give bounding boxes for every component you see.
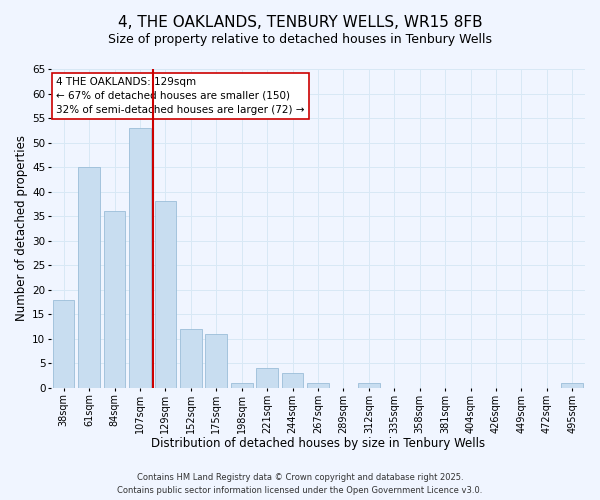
Text: 4 THE OAKLANDS: 129sqm
← 67% of detached houses are smaller (150)
32% of semi-de: 4 THE OAKLANDS: 129sqm ← 67% of detached… [56,77,305,115]
Bar [358,383,380,388]
Text: Contains HM Land Registry data © Crown copyright and database right 2025.
Contai: Contains HM Land Registry data © Crown c… [118,474,482,495]
Bar [53,300,74,388]
Text: 4, THE OAKLANDS, TENBURY WELLS, WR15 8FB: 4, THE OAKLANDS, TENBURY WELLS, WR15 8FB [118,15,482,30]
Text: Size of property relative to detached houses in Tenbury Wells: Size of property relative to detached ho… [108,32,492,46]
Bar [256,368,278,388]
Bar [104,212,125,388]
Bar [231,383,253,388]
Bar [205,334,227,388]
Bar [282,373,304,388]
Bar [180,329,202,388]
X-axis label: Distribution of detached houses by size in Tenbury Wells: Distribution of detached houses by size … [151,437,485,450]
Bar [562,383,583,388]
Bar [129,128,151,388]
Bar [307,383,329,388]
Bar [79,167,100,388]
Bar [155,202,176,388]
Y-axis label: Number of detached properties: Number of detached properties [15,136,28,322]
